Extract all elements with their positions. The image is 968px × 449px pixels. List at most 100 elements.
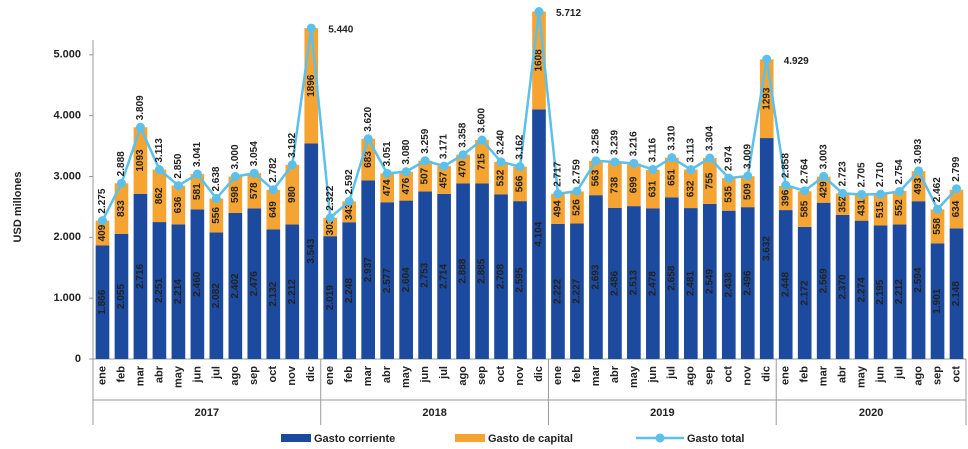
bar-segment: [475, 140, 489, 184]
data-label: 2.132: [268, 281, 279, 306]
x-tick-label: dic: [533, 366, 545, 382]
data-label: 3.113: [154, 138, 165, 163]
x-tick-label: jun: [191, 366, 203, 384]
bar-segment: [323, 236, 338, 359]
total-point: [895, 186, 905, 196]
x-tick-label: jul: [210, 366, 222, 380]
bar-segment: [778, 185, 793, 211]
group-label: 2018: [422, 407, 446, 419]
total-point: [154, 165, 164, 175]
bar-segment: [266, 189, 281, 230]
data-label: 2.248: [344, 278, 355, 303]
x-tick-label: dic: [305, 366, 317, 382]
data-label: 862: [154, 187, 165, 204]
bar-segment: [570, 223, 584, 359]
total-point: [629, 158, 639, 168]
x-tick-label: nov: [742, 365, 754, 385]
total-point: [420, 156, 430, 166]
total-point: [743, 171, 753, 181]
y-tick-label: 3.000: [53, 170, 81, 182]
data-label: 631: [647, 180, 658, 197]
data-label: 515: [875, 201, 886, 218]
data-label: 507: [420, 167, 431, 184]
data-label: 2.717: [553, 161, 564, 186]
data-label: 683: [363, 151, 374, 168]
data-label: 3.054: [249, 141, 260, 166]
x-tick-label: ago: [912, 366, 924, 386]
x-tick-label: may: [628, 365, 640, 388]
data-label: 2.222: [553, 278, 564, 303]
data-label: 3.093: [913, 138, 924, 163]
data-label: 3.632: [761, 236, 772, 261]
data-label: 2.716: [135, 263, 146, 288]
data-label: 2.195: [875, 279, 886, 304]
data-label: 1293: [761, 87, 772, 110]
bar-segment: [854, 194, 869, 221]
data-label: 396: [780, 189, 791, 206]
data-label: 3.116: [647, 138, 658, 163]
data-label: 2.799: [951, 156, 962, 181]
total-point: [287, 160, 297, 170]
data-label: 2.723: [837, 161, 848, 186]
data-label: 2.710: [875, 162, 886, 187]
group-label: 2020: [859, 407, 883, 419]
bar-segment: [702, 203, 717, 359]
bar-segment: [171, 224, 186, 359]
data-label: 2.759: [572, 159, 583, 184]
bar-segment: [911, 201, 926, 359]
bar-segment: [665, 197, 679, 359]
total-point: [876, 189, 886, 199]
x-tick-label: nov: [514, 365, 526, 385]
x-tick-label: abr: [153, 365, 165, 383]
bar-segment: [721, 210, 736, 359]
data-label: 476: [401, 177, 412, 194]
y-tick-label: 0: [75, 353, 81, 365]
bar-segment: [835, 193, 850, 215]
data-label: 2.754: [894, 159, 905, 184]
bar-segment: [551, 193, 565, 224]
data-label: 343: [344, 203, 355, 220]
total-point: [933, 204, 943, 214]
bar-segment: [551, 223, 565, 359]
data-label: 3.216: [629, 131, 640, 156]
x-tick-label: jul: [666, 366, 678, 380]
y-tick-label: 4.000: [53, 110, 81, 122]
data-label: 3.600: [477, 108, 488, 133]
total-point: [135, 122, 145, 132]
x-tick-label: feb: [799, 366, 811, 383]
x-tick-label: nov: [286, 365, 298, 385]
legend-swatch: [455, 434, 485, 442]
bar-segment: [627, 206, 641, 359]
data-label: 2.402: [230, 273, 241, 298]
data-label: 566: [515, 175, 526, 192]
data-label: 2.438: [723, 272, 734, 297]
total-point: [458, 150, 468, 160]
bar-segment: [285, 164, 300, 225]
total-point: [534, 7, 544, 17]
bar-segment: [190, 174, 205, 210]
data-label: 833: [116, 200, 127, 217]
group-label: 2019: [650, 407, 674, 419]
data-label: 3.009: [742, 143, 753, 168]
data-label: 470: [458, 160, 469, 177]
data-label: 2.214: [173, 279, 184, 304]
bar-segment: [570, 191, 584, 224]
bar-segment: [228, 176, 243, 213]
total-point: [363, 134, 373, 144]
x-tick-label: feb: [115, 366, 127, 383]
data-label: 2.705: [856, 162, 867, 187]
data-label: 2.885: [477, 258, 488, 283]
bar-segment: [627, 163, 641, 207]
data-label: 526: [572, 199, 583, 216]
total-point: [553, 189, 563, 199]
total-point: [838, 188, 848, 198]
data-label: 581: [192, 183, 203, 200]
bar-segment: [816, 202, 831, 359]
data-label: 2.592: [344, 169, 355, 194]
x-tick-label: ago: [457, 366, 469, 386]
x-tick-label: oct: [267, 366, 279, 383]
data-label: 3.239: [610, 129, 621, 154]
total-point: [686, 165, 696, 175]
x-tick-label: mar: [134, 365, 146, 386]
total-point: [591, 156, 601, 166]
